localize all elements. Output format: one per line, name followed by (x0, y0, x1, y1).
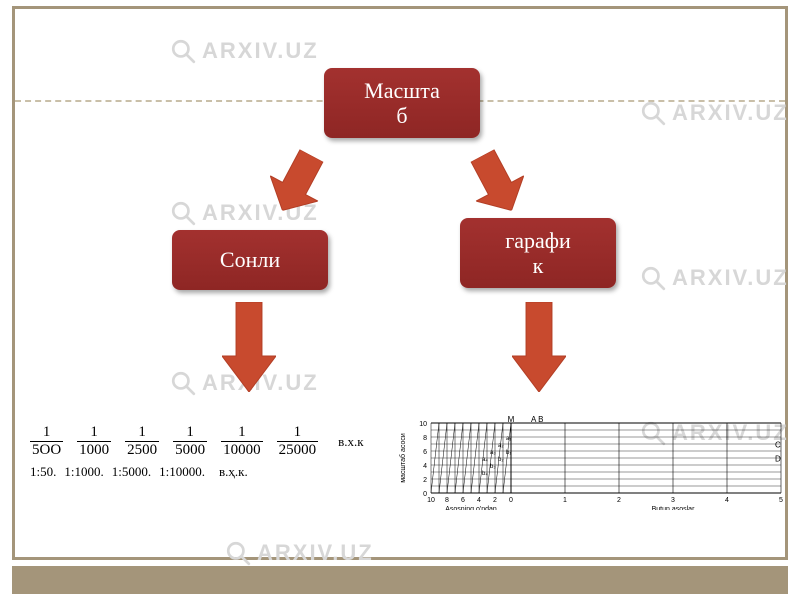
svg-text:a₂: a₂ (498, 443, 504, 449)
magnifier-icon (225, 540, 251, 566)
fraction-numerator: 1 (184, 425, 196, 441)
ratio-value: 1:5000. (112, 464, 151, 480)
svg-text:Asosning o'ndan: Asosning o'ndan (445, 506, 497, 510)
svg-text:b₃: b₃ (490, 464, 496, 470)
magnifier-icon (170, 370, 196, 396)
svg-text:2: 2 (493, 497, 497, 504)
svg-text:a₄: a₄ (482, 457, 488, 463)
ratio-value: 1:10000. (159, 464, 205, 480)
fraction: 12500 (125, 425, 159, 458)
fraction-numerator: 1 (88, 425, 100, 441)
fraction-row: 15ОО110001250015000110000125000в.х.к (30, 425, 364, 458)
fraction: 15ОО (30, 425, 63, 458)
svg-text:A B: A B (531, 415, 543, 424)
fraction-denominator: 1000 (77, 441, 111, 458)
svg-text:5: 5 (779, 497, 783, 504)
magnifier-icon (640, 265, 666, 291)
svg-text:b₂: b₂ (498, 457, 504, 463)
svg-text:a₁: a₁ (506, 436, 511, 442)
graphic-scale-svg: 1086420108642012345MA BCDa₁b₁a₂b₂a₃b₃a₄b… (395, 415, 785, 510)
watermark-text: ARXIV.UZ (257, 540, 374, 566)
watermark: ARXIV.UZ (640, 265, 789, 291)
fraction-label: в.х.к (338, 434, 363, 450)
svg-text:2: 2 (423, 477, 427, 484)
svg-text:b₄: b₄ (482, 471, 488, 477)
graphic-scale-block: 1086420108642012345MA BCDa₁b₁a₂b₂a₃b₃a₄b… (395, 415, 785, 510)
svg-text:10: 10 (419, 421, 427, 428)
svg-text:4: 4 (477, 497, 481, 504)
fraction-denominator: 10000 (221, 441, 263, 458)
ratio-row: 1:50. 1:1000. 1:5000. 1:10000. в.ҳ.к. (30, 464, 364, 480)
svg-text:3: 3 (671, 497, 675, 504)
svg-text:1: 1 (563, 497, 567, 504)
svg-text:8: 8 (445, 497, 449, 504)
node-top: Масштаб (324, 68, 480, 138)
fraction-numerator: 1 (41, 425, 53, 441)
svg-text:10: 10 (427, 497, 435, 504)
watermark: ARXIV.UZ (640, 100, 789, 126)
svg-text:8: 8 (423, 435, 427, 442)
svg-text:6: 6 (423, 449, 427, 456)
fraction: 11000 (77, 425, 111, 458)
svg-text:C: C (775, 441, 781, 450)
fraction-denominator: 2500 (125, 441, 159, 458)
svg-text:M: M (508, 415, 515, 424)
arrow-left-down (222, 302, 276, 392)
fraction: 15000 (173, 425, 207, 458)
svg-text:D: D (775, 455, 781, 464)
watermark-text: ARXIV.UZ (672, 265, 789, 291)
numeric-scale-block: 15ОО110001250015000110000125000в.х.к 1:5… (30, 425, 364, 480)
svg-text:4: 4 (725, 497, 729, 504)
fraction-denominator: 5ОО (30, 441, 63, 458)
footer-bar (12, 566, 788, 594)
watermark-text: ARXIV.UZ (672, 100, 789, 126)
fraction-denominator: 25000 (277, 441, 319, 458)
magnifier-icon (640, 100, 666, 126)
watermark: ARXIV.UZ (170, 38, 319, 64)
svg-text:Butun asoslar: Butun asoslar (652, 506, 695, 510)
svg-text:6: 6 (461, 497, 465, 504)
watermark-text: ARXIV.UZ (202, 38, 319, 64)
svg-text:0: 0 (509, 497, 513, 504)
fraction-denominator: 5000 (173, 441, 207, 458)
ratio-value: 1:50. (30, 464, 56, 480)
watermark: ARXIV.UZ (225, 540, 374, 566)
node-left: Сонли (172, 230, 328, 290)
svg-text:a₃: a₃ (490, 450, 496, 456)
fraction-numerator: 1 (236, 425, 248, 441)
fraction-numerator: 1 (292, 425, 304, 441)
node-right: гарафик (460, 218, 616, 288)
svg-text:2: 2 (617, 497, 621, 504)
ratio-label: в.ҳ.к. (219, 464, 248, 480)
magnifier-icon (170, 200, 196, 226)
arrow-right-down (512, 302, 566, 392)
svg-text:4: 4 (423, 463, 427, 470)
fraction: 110000 (221, 425, 263, 458)
ratio-value: 1:1000. (64, 464, 103, 480)
magnifier-icon (170, 38, 196, 64)
svg-text:b₁: b₁ (506, 450, 511, 456)
svg-text:масштаб асоси: масштаб асоси (399, 433, 407, 483)
fraction: 125000 (277, 425, 319, 458)
fraction-numerator: 1 (136, 425, 148, 441)
